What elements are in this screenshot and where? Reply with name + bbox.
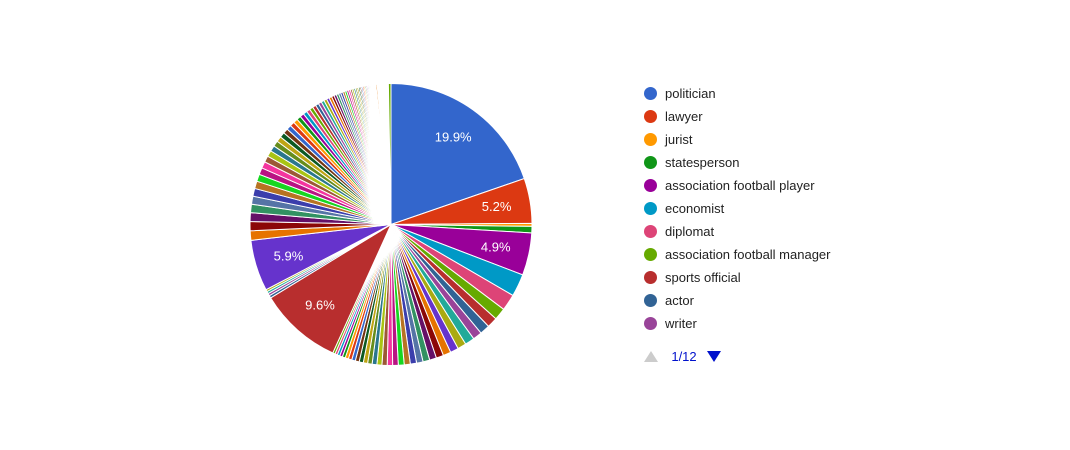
legend-prev-page-button bbox=[644, 350, 658, 362]
legend-color-swatch-icon bbox=[644, 202, 657, 215]
legend-next-page-button[interactable] bbox=[707, 350, 721, 362]
pie-slice-label: 9.6% bbox=[305, 297, 335, 312]
legend-pagination: 1/12 bbox=[644, 348, 721, 364]
legend-item-label: association football player bbox=[665, 178, 815, 193]
pie-chart: 19.9% 5.2% 4.9% 9.6% 5.9% bbox=[249, 82, 533, 366]
legend-item-actor[interactable]: actor bbox=[644, 289, 831, 312]
legend-item-label: economist bbox=[665, 201, 725, 216]
legend-item-label: jurist bbox=[665, 132, 693, 147]
pie-slice-label: 5.2% bbox=[482, 199, 512, 214]
legend-color-swatch-icon bbox=[644, 225, 657, 238]
legend-item-jurist[interactable]: jurist bbox=[644, 128, 831, 151]
legend-color-swatch-icon bbox=[644, 294, 657, 307]
pie-slice[interactable] bbox=[390, 82, 525, 226]
legend-item-association-football-manager[interactable]: association football manager bbox=[644, 243, 831, 266]
legend-color-swatch-icon bbox=[644, 179, 657, 192]
legend-item-label: sports official bbox=[665, 270, 741, 285]
legend-item-label: politician bbox=[665, 86, 716, 101]
legend-color-swatch-icon bbox=[644, 110, 657, 123]
legend-item-economist[interactable]: economist bbox=[644, 197, 831, 220]
legend-item-label: writer bbox=[665, 316, 697, 331]
legend-color-swatch-icon bbox=[644, 317, 657, 330]
legend-item-label: statesperson bbox=[665, 155, 740, 170]
legend-item-label: association football manager bbox=[665, 247, 831, 262]
legend-item-lawyer[interactable]: lawyer bbox=[644, 105, 831, 128]
legend-item-label: actor bbox=[665, 293, 694, 308]
legend-color-swatch-icon bbox=[644, 133, 657, 146]
legend-color-swatch-icon bbox=[644, 248, 657, 261]
legend-item-diplomat[interactable]: diplomat bbox=[644, 220, 831, 243]
legend-item-writer[interactable]: writer bbox=[644, 312, 831, 335]
legend-color-swatch-icon bbox=[644, 156, 657, 169]
pie-slice-label: 5.9% bbox=[274, 248, 304, 263]
pie-slice-label: 4.9% bbox=[481, 240, 511, 255]
legend-item-label: diplomat bbox=[665, 224, 715, 239]
legend: politician lawyer jurist statesperson associ… bbox=[644, 82, 831, 335]
legend-item-label: lawyer bbox=[665, 109, 703, 124]
legend-item-sports-official[interactable]: sports official bbox=[644, 266, 831, 289]
legend-color-swatch-icon bbox=[644, 87, 657, 100]
legend-item-politician[interactable]: politician bbox=[644, 82, 831, 105]
pie-slice-label: 19.9% bbox=[435, 130, 472, 145]
legend-item-association-football-player[interactable]: association football player bbox=[644, 174, 831, 197]
legend-item-statesperson[interactable]: statesperson bbox=[644, 151, 831, 174]
pie-slice[interactable] bbox=[269, 223, 393, 354]
legend-page-indicator: 1/12 bbox=[671, 348, 697, 364]
legend-color-swatch-icon bbox=[644, 271, 657, 284]
pie-slice[interactable] bbox=[387, 82, 392, 225]
